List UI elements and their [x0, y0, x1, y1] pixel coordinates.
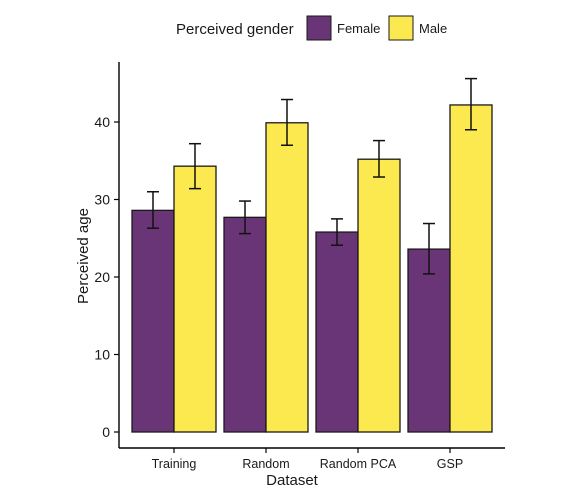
- plot-area: 0 10 20 30 40 Training Random Random PCA GSP: [94, 62, 505, 471]
- bar-male-gsp: [449, 104, 493, 433]
- bar-female-training: [131, 209, 175, 433]
- legend-swatch-male: [388, 15, 414, 41]
- bar-female-gsp: [407, 248, 451, 433]
- legend-label-male: Male: [419, 21, 447, 36]
- x-ticks: Training Random Random PCA GSP: [152, 448, 463, 471]
- legend-title: Perceived gender: [176, 21, 294, 38]
- x-tick-label: Random: [242, 457, 289, 471]
- x-tick-label: Training: [152, 457, 197, 471]
- bar-female-random-pca: [315, 231, 359, 433]
- y-tick-label: 40: [94, 114, 110, 130]
- legend-swatch-female: [306, 15, 332, 41]
- x-tick-label: Random PCA: [320, 457, 397, 471]
- y-tick-label: 30: [94, 192, 110, 208]
- y-tick-label: 0: [102, 424, 110, 440]
- y-tick-label: 10: [94, 347, 110, 363]
- x-tick-label: GSP: [437, 457, 463, 471]
- legend: Perceived gender Female Male: [176, 15, 447, 41]
- y-tick-label: 20: [94, 269, 110, 285]
- bar-female-random: [223, 216, 267, 433]
- legend-label-female: Female: [337, 21, 380, 36]
- x-axis-title: Dataset: [266, 472, 319, 489]
- bars-group: [131, 104, 493, 433]
- bar-male-random-pca: [357, 158, 401, 433]
- bar-male-training: [173, 165, 217, 433]
- y-ticks: 0 10 20 30 40: [94, 114, 119, 440]
- error-bars-group: [147, 77, 477, 275]
- bar-male-random: [265, 122, 309, 433]
- y-axis-title: Perceived age: [75, 208, 92, 304]
